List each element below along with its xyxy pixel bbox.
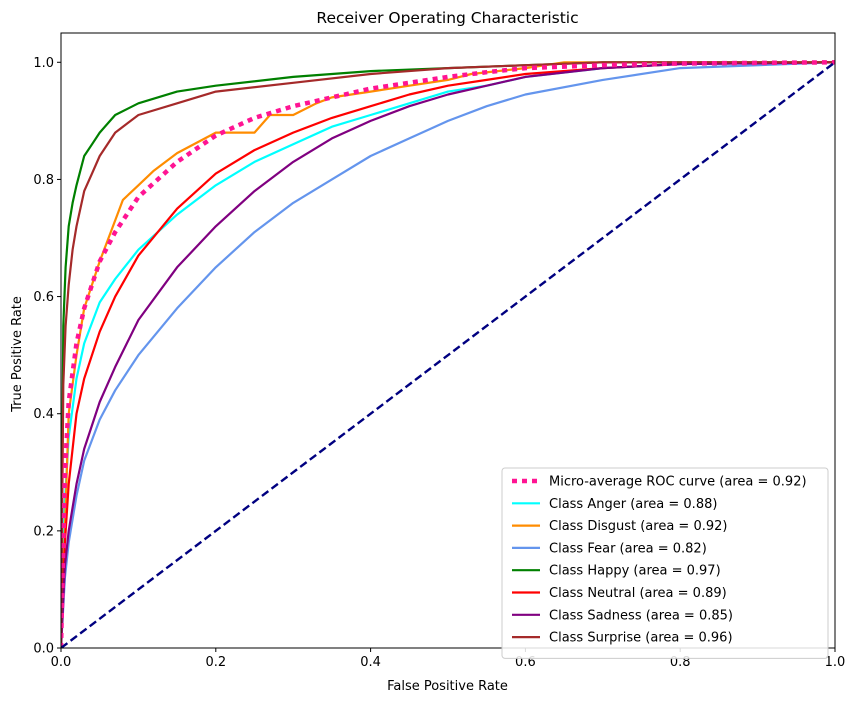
chance-diagonal <box>61 61 835 648</box>
legend-entry: Class Disgust (area = 0.92) <box>549 519 727 534</box>
legend-entry: Class Happy (area = 0.97) <box>549 564 721 579</box>
legend-entry: Micro-average ROC curve (area = 0.92) <box>549 475 807 490</box>
series-line-0 <box>61 60 835 648</box>
y-axis: 0.0 0.2 0.4 0.6 0.8 1.0 <box>33 56 61 657</box>
y-tick-label: 0.4 <box>33 407 54 422</box>
x-tick-label: 0.4 <box>360 655 381 670</box>
legend-entry: Class Sadness (area = 0.85) <box>549 608 733 623</box>
x-tick-label: 0.0 <box>51 655 72 670</box>
series-line-7 <box>61 61 835 648</box>
plot-frame <box>60 32 836 649</box>
legend: Micro-average ROC curve (area = 0.92) Cla… <box>501 467 829 659</box>
y-tick-label: 0.2 <box>33 524 54 539</box>
x-tick-label: 1.0 <box>825 655 846 670</box>
legend-entry: Class Anger (area = 0.88) <box>549 497 717 512</box>
plot-area <box>60 32 836 649</box>
y-tick-label: 0.6 <box>33 290 54 305</box>
legend-box <box>501 467 829 659</box>
legend-entry: Class Surprise (area = 0.96) <box>549 631 733 646</box>
chart-title: Receiver Operating Characteristic <box>316 9 578 27</box>
y-axis-label: True Positive Rate <box>10 296 25 413</box>
x-tick-label: 0.2 <box>205 655 226 670</box>
y-tick-label: 0.8 <box>33 173 54 188</box>
series-line-6 <box>61 61 835 648</box>
y-tick-label: 1.0 <box>33 56 54 71</box>
series-line-5 <box>61 61 835 648</box>
y-tick-label: 0.0 <box>33 642 54 657</box>
legend-entry: Class Neutral (area = 0.89) <box>549 586 727 601</box>
series-line-3 <box>61 61 835 648</box>
legend-entry: Class Fear (area = 0.82) <box>549 541 707 556</box>
x-axis-label: False Positive Rate <box>387 679 508 694</box>
series-lines <box>61 60 835 648</box>
